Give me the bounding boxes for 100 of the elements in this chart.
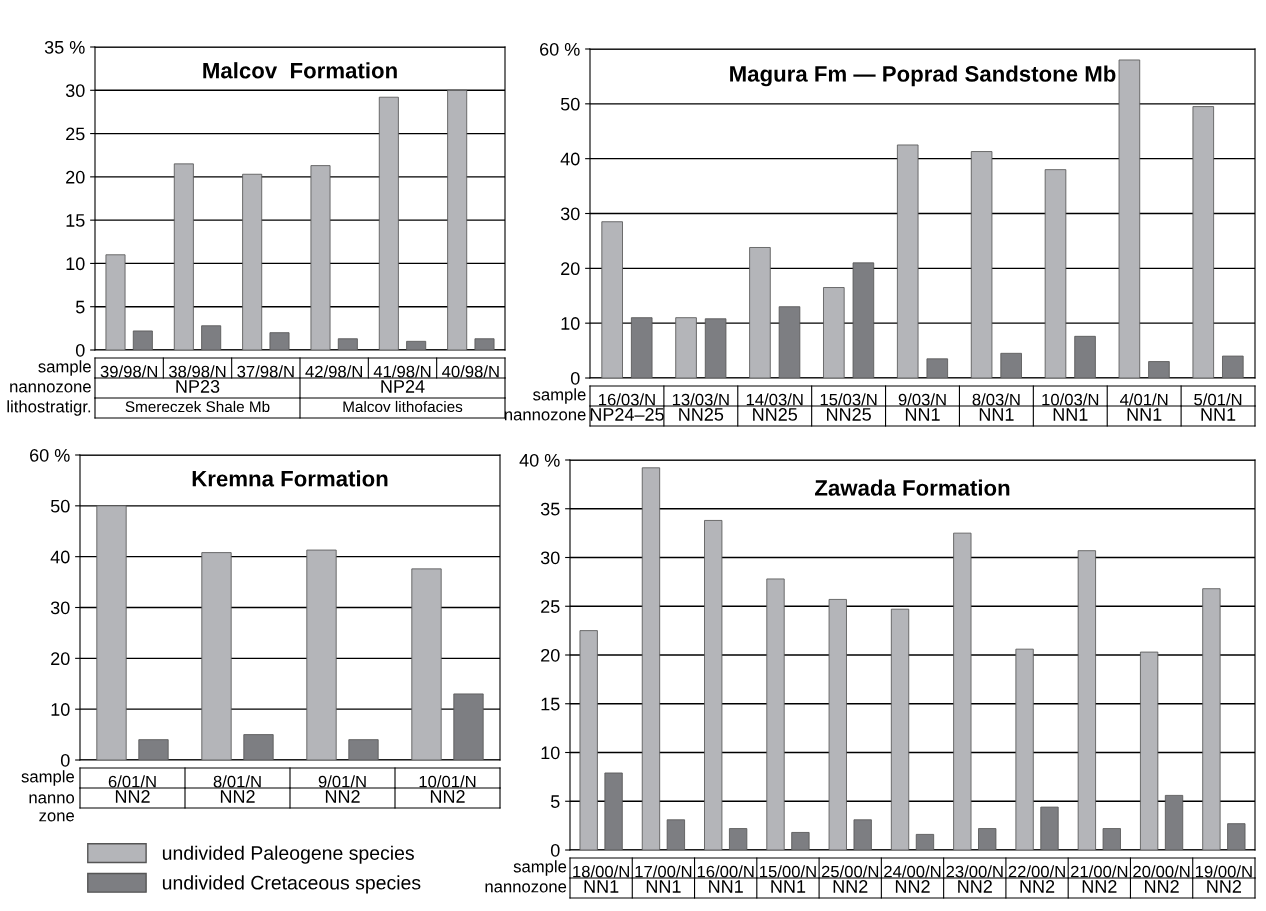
text: NN1 xyxy=(646,880,681,893)
bar xyxy=(823,287,845,378)
text: NN2 xyxy=(220,790,255,803)
text: NN2 xyxy=(1207,880,1242,893)
y-tick-label: 30 xyxy=(560,207,580,221)
text: Smereczek Shale Mb xyxy=(125,400,270,413)
text: nannozone xyxy=(504,411,586,421)
text: NP24 xyxy=(381,380,425,393)
x-tick-label: 13/03/N xyxy=(672,393,729,406)
y-tick-label: 60 % xyxy=(540,42,580,56)
x-axis-title: sample xyxy=(513,860,567,876)
text: Malcov Formation xyxy=(203,62,397,79)
bar xyxy=(704,318,727,378)
bar xyxy=(1000,352,1022,378)
bar xyxy=(96,505,127,760)
bar xyxy=(406,340,427,350)
bar xyxy=(348,739,379,760)
bar xyxy=(1222,355,1244,378)
text: NN1 xyxy=(1201,408,1236,421)
x-tick-label: 15/00/N xyxy=(760,865,816,878)
text: NN1 xyxy=(905,408,940,421)
bar xyxy=(1074,335,1096,378)
text: NN2 xyxy=(1082,880,1117,893)
x-tick-label: 17/00/N xyxy=(635,865,692,878)
bar xyxy=(1164,794,1184,850)
y-tick-label: 5 xyxy=(75,300,85,314)
bar xyxy=(243,734,274,760)
x-tick-label: 8/01/N xyxy=(213,775,261,788)
bar xyxy=(852,262,875,378)
x-tick-label: 19/00/N xyxy=(1195,865,1252,878)
legend-label: undivided Paleogene species xyxy=(162,845,414,864)
bar xyxy=(138,739,169,760)
y-tick-label: 0 xyxy=(550,843,560,857)
y-tick-label: 0 xyxy=(75,343,85,357)
text: NN2 xyxy=(1020,880,1055,893)
y-tick-label: 20 xyxy=(51,652,70,666)
y-tick-label: 10 xyxy=(561,317,580,330)
bar xyxy=(173,163,194,350)
text: NN2 xyxy=(958,880,992,893)
bar xyxy=(853,819,872,850)
x-axis-title: sample xyxy=(21,770,75,786)
bar xyxy=(926,358,949,378)
y-tick-label: 40 xyxy=(50,550,70,564)
bar xyxy=(604,772,623,850)
y-tick-label: 10 xyxy=(66,257,85,271)
bar xyxy=(453,693,484,760)
bar xyxy=(666,819,685,850)
y-tick-label: 25 xyxy=(66,127,85,141)
x-tick-label: 10/03/N xyxy=(1042,393,1099,406)
bar xyxy=(729,828,748,850)
bar xyxy=(579,630,598,850)
x-tick-label: 4/01/N xyxy=(1120,393,1168,406)
bar xyxy=(269,332,290,350)
text: NN1 xyxy=(979,408,1014,421)
bar xyxy=(704,520,723,850)
text: lithostratigr. xyxy=(7,400,91,416)
bar xyxy=(641,467,661,850)
text: NN1 xyxy=(584,880,619,893)
x-tick-label: 20/00/N xyxy=(1133,865,1190,878)
y-tick-label: 0 xyxy=(570,371,580,385)
bar xyxy=(474,338,495,350)
bar xyxy=(766,578,785,850)
x-tick-label: 5/01/N xyxy=(1194,393,1242,406)
bar xyxy=(978,828,997,850)
bar xyxy=(791,832,810,850)
y-tick-label: 25 xyxy=(541,600,560,613)
bar xyxy=(310,165,331,350)
bar xyxy=(1044,169,1067,378)
bar xyxy=(306,549,337,760)
bar xyxy=(1227,823,1246,850)
x-tick-label: 37/98/N xyxy=(237,365,294,378)
x-tick-label: 22/00/N xyxy=(1008,865,1065,878)
bar xyxy=(411,568,442,760)
x-tick-label: 9/01/N xyxy=(318,775,366,788)
x-tick-label: 42/98/N xyxy=(305,365,362,378)
text: NN25 xyxy=(679,408,724,421)
text: NN2 xyxy=(430,790,465,803)
y-tick-label: 35 % xyxy=(44,40,85,54)
y-tick-label: 30 xyxy=(65,84,85,98)
y-tick-label: 20 xyxy=(66,170,85,184)
bar xyxy=(242,173,263,350)
text: Zawada Formation xyxy=(815,479,1010,496)
bar xyxy=(890,608,910,850)
x-tick-label: 14/03/N xyxy=(746,393,803,406)
y-tick-label: 30 xyxy=(50,601,70,615)
bar xyxy=(1077,550,1096,850)
bar xyxy=(337,338,358,350)
bar xyxy=(1118,59,1141,378)
bar xyxy=(675,317,697,378)
y-tick-label: 60 % xyxy=(30,448,70,462)
bar xyxy=(1192,106,1215,378)
x-tick-label: 38/98/N xyxy=(168,365,226,378)
text: Magura Fm — Poprad Sandstone Mb xyxy=(730,65,1116,87)
x-tick-label: 16/00/N xyxy=(697,865,754,878)
y-tick-label: 50 xyxy=(560,97,580,111)
legend-label: undivided Cretaceous species xyxy=(162,875,421,894)
y-tick-label: 0 xyxy=(60,753,70,767)
x-tick-label: 23/00/N xyxy=(946,865,1003,878)
x-tick-label: 16/03/N xyxy=(599,393,655,406)
text: Kremna Formation xyxy=(192,470,388,487)
